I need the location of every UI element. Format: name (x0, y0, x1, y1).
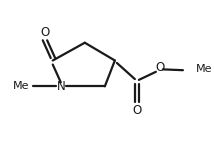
Text: O: O (155, 61, 165, 74)
Text: N: N (56, 80, 65, 93)
Text: Me: Me (12, 81, 29, 91)
Text: O: O (132, 104, 141, 117)
Text: Me: Me (196, 64, 213, 74)
Text: O: O (40, 26, 49, 39)
